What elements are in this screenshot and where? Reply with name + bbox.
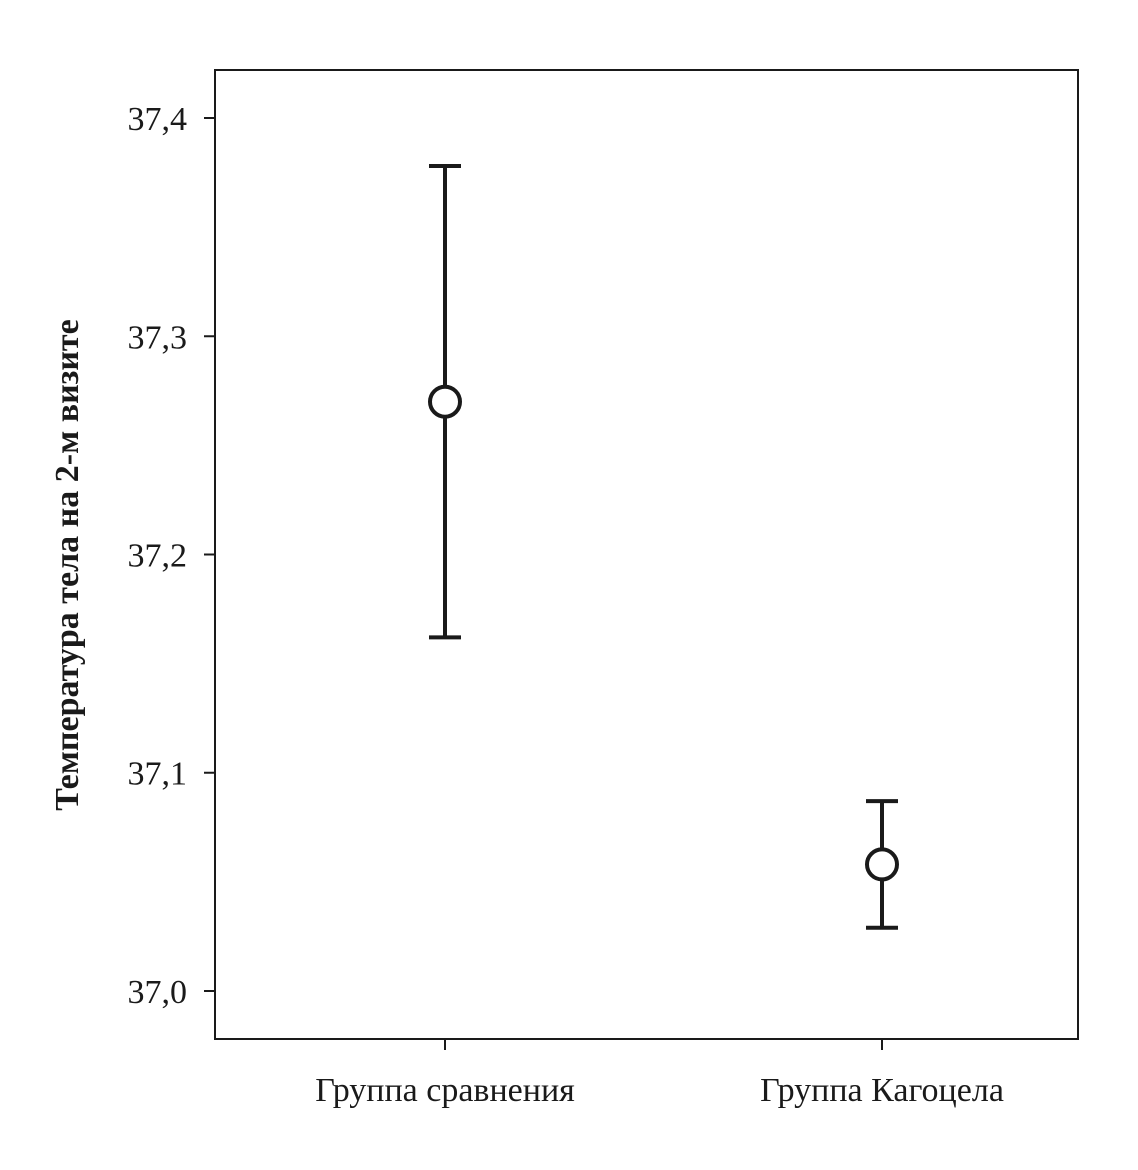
x-category-label: Группа сравнения [315, 1072, 575, 1109]
y-axis: 37,0 37,1 37,2 37,3 37,4 [128, 101, 215, 1011]
error-bars [428, 164, 899, 930]
y-tick-label: 37,4 [128, 101, 188, 138]
y-tick-label: 37,2 [128, 538, 188, 575]
y-tick-label: 37,1 [128, 756, 188, 793]
plot-frame [214, 69, 1079, 1040]
y-axis-label: Температура тела на 2-м визите [49, 319, 86, 810]
x-category-label: Группа Кагоцела [760, 1072, 1004, 1109]
y-tick-label: 37,0 [128, 974, 188, 1011]
x-axis: Группа сравнения Группа Кагоцела [315, 1039, 1004, 1109]
y-tick-label: 37,3 [128, 319, 188, 356]
mean-marker [865, 847, 899, 882]
mean-marker [428, 384, 462, 419]
